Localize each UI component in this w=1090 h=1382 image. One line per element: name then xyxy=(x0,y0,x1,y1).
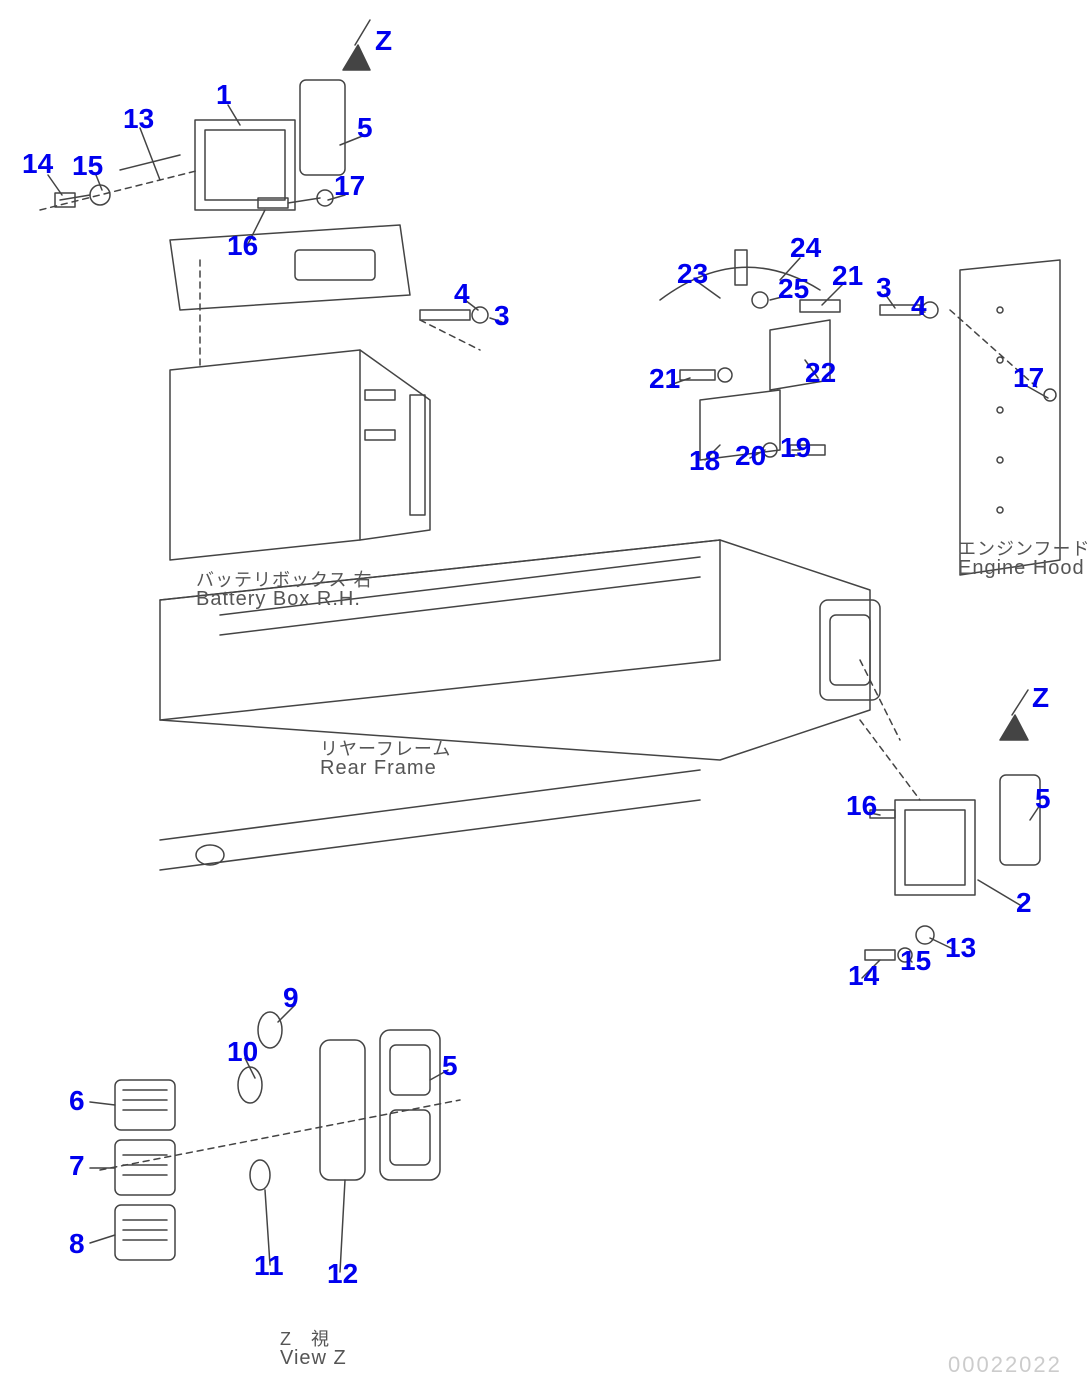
callout-8-34: 8 xyxy=(69,1228,85,1260)
callout-4-15: 4 xyxy=(911,290,927,322)
callout-24-11: 24 xyxy=(790,232,821,264)
callout-2-25: 2 xyxy=(1016,887,1032,919)
callout-15-27: 15 xyxy=(900,945,931,977)
callout-Z-22: Z xyxy=(1032,682,1049,714)
callout-7-33: 7 xyxy=(69,1150,85,1182)
watermark: 00022022 xyxy=(948,1352,1062,1378)
callout-19-21: 19 xyxy=(780,432,811,464)
callout-12-36: 12 xyxy=(327,1258,358,1290)
callout-21-13: 21 xyxy=(832,260,863,292)
callout-23-10: 23 xyxy=(677,258,708,290)
callout-5-23: 5 xyxy=(1035,783,1051,815)
callout-13-3: 13 xyxy=(123,103,154,135)
label-en-3: View Z xyxy=(280,1347,347,1370)
callout-6-32: 6 xyxy=(69,1085,85,1117)
callout-17-6: 17 xyxy=(334,170,365,202)
callout-21-16: 21 xyxy=(649,363,680,395)
callout-3-14: 3 xyxy=(876,272,892,304)
label-en-0: Battery Box R.H. xyxy=(196,588,361,611)
callout-16-24: 16 xyxy=(846,790,877,822)
callout-1-0: 1 xyxy=(216,79,232,111)
callout-3-9: 3 xyxy=(494,300,510,332)
callout-16-7: 16 xyxy=(227,230,258,262)
callout-13-26: 13 xyxy=(945,932,976,964)
label-en-1: Rear Frame xyxy=(320,757,437,780)
label-en-2: Engine Hood xyxy=(958,557,1085,580)
callout-20-20: 20 xyxy=(735,440,766,472)
callout-4-8: 4 xyxy=(454,278,470,310)
callout-22-17: 22 xyxy=(805,357,836,389)
callout-9-29: 9 xyxy=(283,982,299,1014)
callout-15-5: 15 xyxy=(72,150,103,182)
callout-14-4: 14 xyxy=(22,148,53,180)
callout-10-30: 10 xyxy=(227,1036,258,1068)
callout-5-1: 5 xyxy=(357,112,373,144)
callout-17-18: 17 xyxy=(1013,362,1044,394)
linework xyxy=(0,0,1090,1382)
callout-18-19: 18 xyxy=(689,445,720,477)
callout-Z-2: Z xyxy=(375,25,392,57)
diagram-stage: 00022022 15Z1314151716432324252134212217… xyxy=(0,0,1090,1382)
callout-11-35: 11 xyxy=(254,1250,284,1282)
callout-25-12: 25 xyxy=(778,273,809,305)
callout-14-28: 14 xyxy=(848,960,879,992)
callout-5-31: 5 xyxy=(442,1050,458,1082)
